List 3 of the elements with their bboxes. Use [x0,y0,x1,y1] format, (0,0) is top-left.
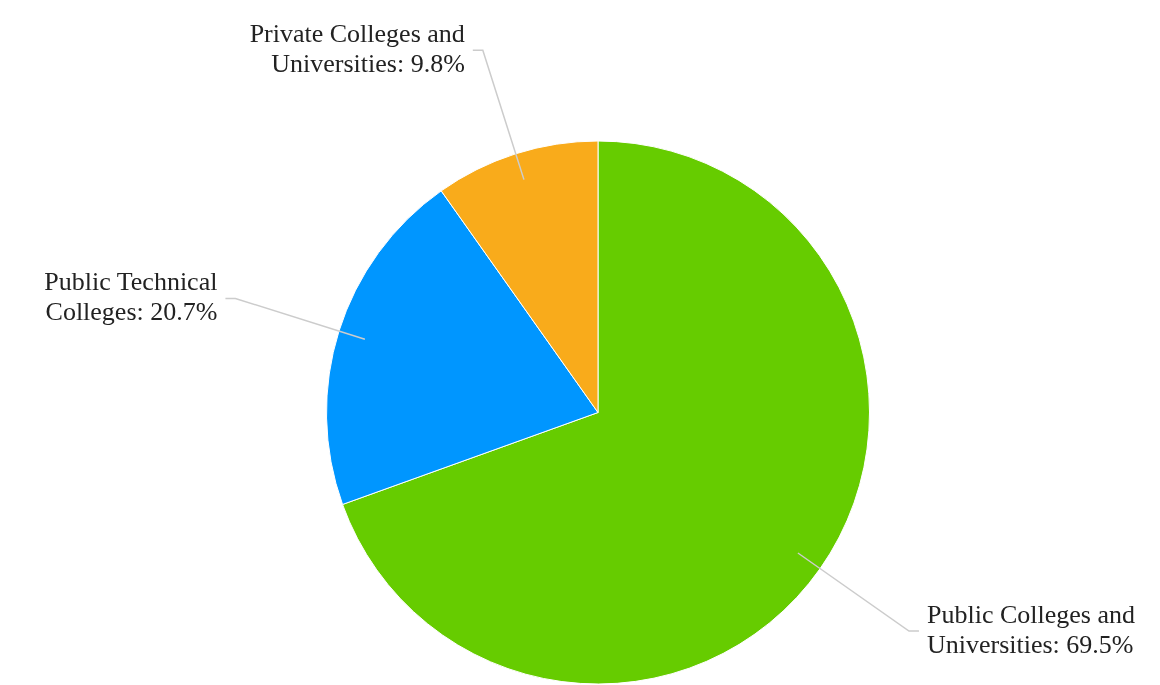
slice-label: Public Technical Colleges: 20.7% [44,267,218,327]
slice-label: Public Colleges and Universities: 69.5% [926,599,1135,659]
slice-label: Private Colleges and Universities: 9.8% [249,19,465,79]
